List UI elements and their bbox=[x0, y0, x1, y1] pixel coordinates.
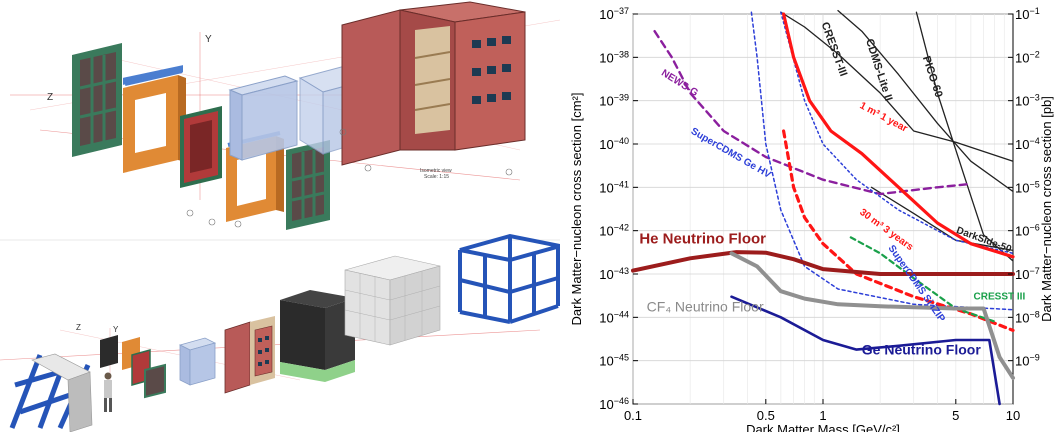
y-axis-label-left: Dark Matter−nucleon cross section [cm²] bbox=[569, 93, 584, 326]
axis-label-z-bottom: Z bbox=[76, 323, 81, 332]
series-news-g bbox=[653, 30, 972, 196]
series-he-neutrino-floor bbox=[631, 250, 1015, 276]
y-tick-label: 10−8 bbox=[1015, 309, 1040, 325]
axis-label-y: Y bbox=[205, 34, 212, 45]
y-tick-label: 10−2 bbox=[1015, 49, 1040, 65]
detector-exploded-view: Z Y bbox=[0, 1, 561, 433]
series-1-m-1-year bbox=[782, 12, 1015, 259]
detector-cad-figure: Z Y bbox=[0, 1, 561, 433]
series-cresst-iii bbox=[849, 236, 996, 323]
y-tick-label: 10−7 bbox=[1015, 266, 1040, 282]
series-ge-neutrino-floor bbox=[730, 295, 1001, 406]
y-tick-label: 10−3 bbox=[1015, 93, 1040, 109]
bottom-exploded-view: Z Y bbox=[0, 233, 561, 433]
view-caption-line1: Isometric view bbox=[420, 168, 452, 174]
annotation-label: CF₄ Neutrino Floor bbox=[647, 299, 764, 315]
sensitivity-chart-panel: CRESST-III CDMS-Lite II PICO-60 NEWS-G Super… bbox=[563, 0, 1063, 437]
x-tick-label: 5 bbox=[952, 408, 959, 423]
top-exploded-view: Z Y bbox=[10, 1, 561, 230]
y-tick-label: 10−40 bbox=[599, 136, 629, 152]
series-cresst-iii bbox=[780, 11, 1014, 162]
y-tick-label: 10−5 bbox=[1015, 179, 1040, 195]
y-tick-label: 10−38 bbox=[599, 49, 629, 65]
series-supercdms-ge-hv bbox=[750, 11, 1014, 311]
axis-label-y-bottom: Y bbox=[113, 325, 119, 334]
x-tick-label: 0.1 bbox=[624, 408, 642, 423]
series-darkside-50 bbox=[870, 186, 1014, 252]
axis-label-z: Z bbox=[47, 92, 53, 103]
series-lines bbox=[631, 9, 1015, 406]
y-tick-label: 10−1 bbox=[1015, 6, 1040, 22]
series-supercdms-si-izip bbox=[780, 11, 1014, 255]
sensitivity-chart: CRESST-III CDMS-Lite II PICO-60NEWS-GSuper… bbox=[569, 6, 1054, 437]
annotation-label: He Neutrino Floor bbox=[639, 231, 766, 248]
y-tick-label: 10−6 bbox=[1015, 223, 1040, 239]
x-tick-label: 1 bbox=[819, 408, 826, 423]
series-pico-60 bbox=[915, 11, 1014, 262]
annotation-label: CRESST III bbox=[974, 291, 1026, 302]
axis-ticks: 0.1 0.5 1 5 10 10−37 10−38 10−39 10−40 10−41 10−42… bbox=[599, 6, 1039, 423]
y-tick-label: 10−4 bbox=[1015, 136, 1040, 152]
y-tick-label: 10−44 bbox=[599, 309, 629, 325]
y-tick-label: 10−41 bbox=[599, 179, 629, 195]
x-axis-label: Dark Matter Mass [GeV/c²] bbox=[746, 422, 900, 432]
x-tick-label: 10 bbox=[1006, 408, 1020, 423]
annotation-label: Ge Neutrino Floor bbox=[862, 341, 982, 357]
y-tick-label: 10−9 bbox=[1015, 353, 1040, 369]
x-tick-label: 0.5 bbox=[757, 408, 775, 423]
y-tick-label: 10−45 bbox=[599, 353, 629, 369]
series-cf-neutrino-floor bbox=[729, 251, 1015, 380]
view-caption-line2: Scale: 1:15 bbox=[424, 174, 449, 180]
y-axis-label-right: Dark Matter−nucleon cross section [pb] bbox=[1039, 96, 1054, 322]
y-tick-label: 10−42 bbox=[599, 223, 629, 239]
y-tick-label: 10−43 bbox=[599, 266, 629, 282]
series-30-m-3-years bbox=[782, 129, 1015, 332]
y-tick-label: 10−46 bbox=[599, 396, 629, 412]
series-cdms-lite-ii bbox=[837, 9, 1014, 193]
y-tick-label: 10−37 bbox=[599, 6, 629, 22]
y-tick-label: 10−39 bbox=[599, 93, 629, 109]
